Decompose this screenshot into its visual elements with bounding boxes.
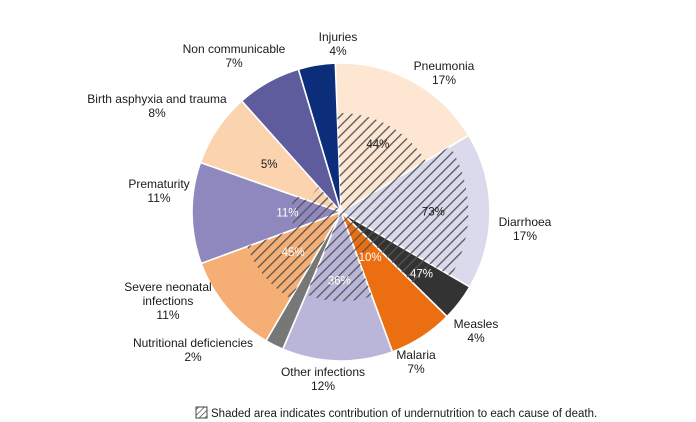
pie-slice-prematurity <box>191 161 344 265</box>
inner-label-prematurity: 11% <box>276 207 298 219</box>
slice-name-label: Birth asphyxia and trauma <box>87 92 227 106</box>
slice-value-label: 4% <box>329 44 347 58</box>
undernutrition-hatch-malaria <box>341 212 375 257</box>
inner-label-diarrhoea: 73% <box>422 206 445 218</box>
slice-name-label: Malaria <box>396 348 436 362</box>
slice-name-label: Diarrhoea <box>499 215 552 229</box>
undernutrition-hatch-diarrhoea <box>341 146 469 277</box>
slice-value-label: 17% <box>432 73 456 87</box>
undernutrition-hatch-prematurity <box>291 195 341 230</box>
pie-slice-injuries <box>297 62 342 213</box>
legend-hatch-swatch <box>196 407 207 418</box>
slice-value-label: 11% <box>156 308 179 322</box>
legend-text: Shaded area indicates contribution of un… <box>211 408 597 420</box>
undernutrition-hatch-birth-asphyxia-and-trauma <box>309 187 341 212</box>
inner-label-birth-asphyxia-and-trauma: 5% <box>261 159 278 171</box>
inner-labels: 44% 73% 47% 10% 36% 45% 11% 5% <box>261 139 445 288</box>
slice-name-label: Pneumonia <box>414 59 475 73</box>
slice-value-label: 7% <box>225 56 243 70</box>
slice-name-label: Other infections <box>281 365 365 379</box>
undernutrition-hatch-severe-neonatal-infections <box>247 212 341 299</box>
slice-name-label: Measles <box>454 317 499 331</box>
outer-labels: Pneumonia17%Diarrhoea17%Measles4%Malaria… <box>87 30 551 393</box>
undernutrition-hatch-measles <box>341 212 430 284</box>
slice-value-label: 4% <box>467 331 485 345</box>
slice-value-label: 7% <box>407 362 425 376</box>
slice-name-label: Nutritional deficiencies <box>133 336 253 350</box>
inner-label-malaria: 10% <box>359 252 382 264</box>
slice-value-label: 17% <box>513 229 537 243</box>
inner-label-other-infections: 36% <box>328 276 351 288</box>
undernutrition-hatches <box>247 113 469 302</box>
slice-value-label: 8% <box>148 106 166 120</box>
slice-name-label: infections <box>143 294 194 308</box>
undernutrition-hatch-pneumonia <box>337 113 426 212</box>
slice-value-label: 11% <box>147 191 170 205</box>
slice-name-label: Severe neonatal <box>124 280 211 294</box>
slice-name-label: Prematurity <box>128 177 189 191</box>
undernutrition-hatch-other-infections <box>306 212 372 302</box>
inner-label-measles: 47% <box>410 269 433 281</box>
legend: Shaded area indicates contribution of un… <box>195 406 597 420</box>
inner-label-pneumonia: 44% <box>366 139 389 151</box>
slice-value-label: 2% <box>184 350 202 364</box>
inner-label-severe-neonatal-infections: 45% <box>282 247 305 259</box>
slice-name-label: Non communicable <box>183 42 286 56</box>
slice-name-label: Injuries <box>319 30 358 44</box>
slice-value-label: 12% <box>311 379 335 393</box>
